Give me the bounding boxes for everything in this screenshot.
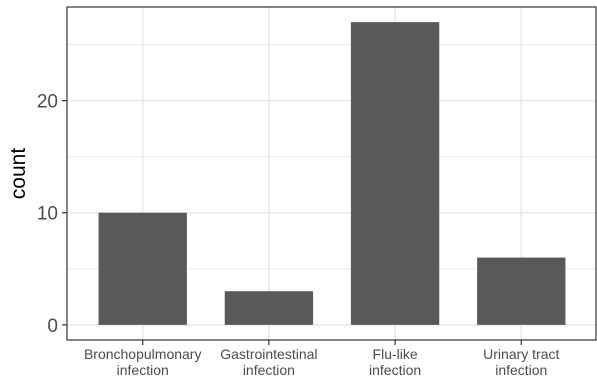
- y-axis-title: count: [7, 148, 30, 200]
- bar: [350, 22, 440, 325]
- bar: [98, 212, 187, 325]
- x-tick-label: Bronchopulmonary infection: [84, 346, 202, 378]
- bar: [477, 257, 566, 325]
- axis-ticks: 0 10 20 Bronchopulmonary infection Gastrointe…: [37, 92, 560, 378]
- bars: [98, 22, 566, 325]
- panel-border: [66, 6, 597, 341]
- x-tick-label: Flu-like infection: [369, 346, 421, 378]
- x-tick-label: Urinary tract infection: [483, 346, 559, 378]
- y-tick-label: 20: [37, 92, 58, 113]
- x-tick-label: Gastrointestinal infection: [220, 346, 317, 378]
- bar: [224, 291, 314, 325]
- y-tick-label: 10: [37, 204, 58, 225]
- y-tick-label: 0: [47, 316, 58, 337]
